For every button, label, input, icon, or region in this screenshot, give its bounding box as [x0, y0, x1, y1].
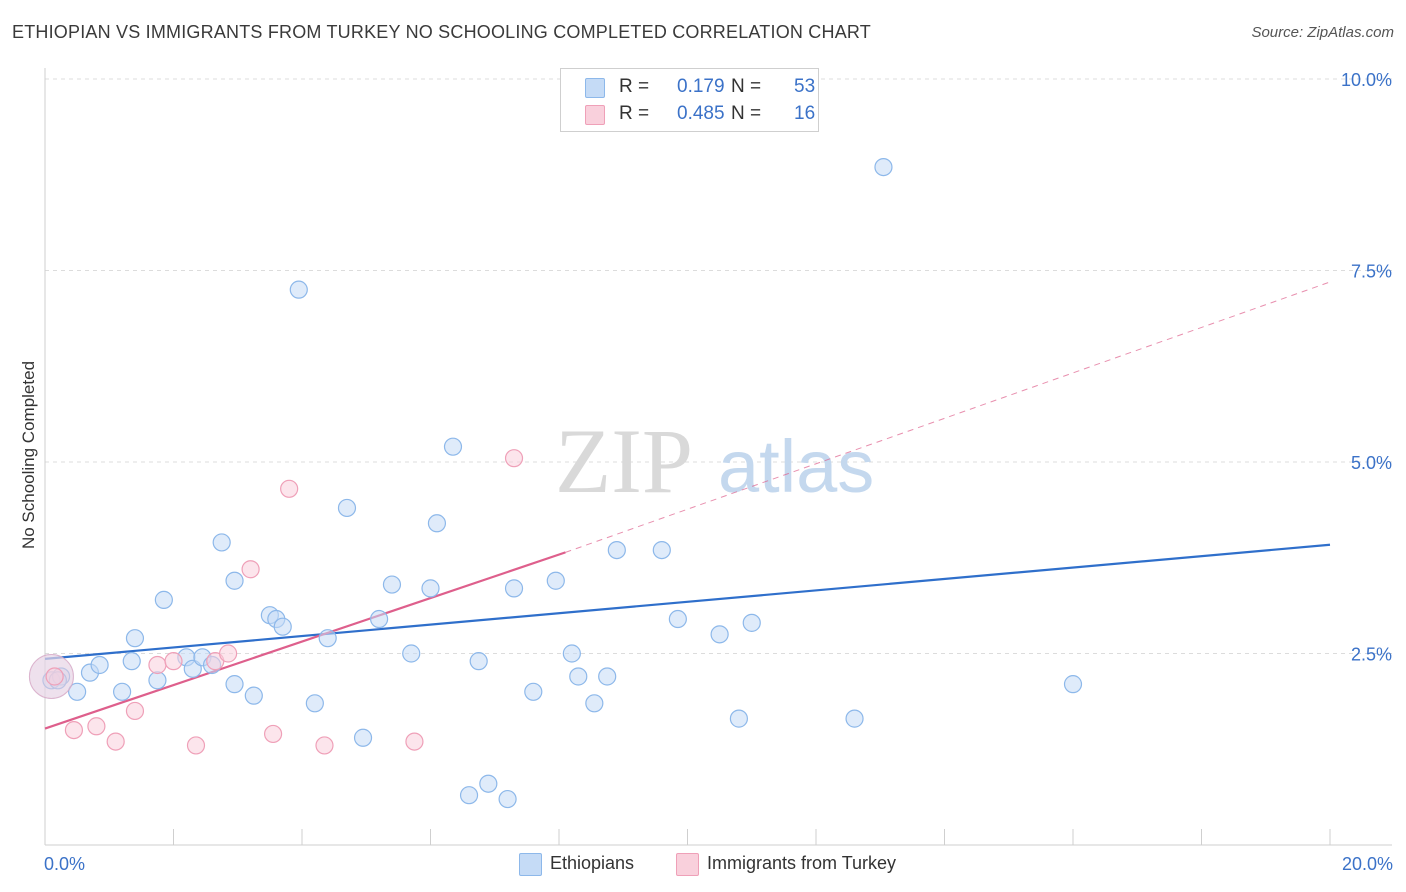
- chart-title: ETHIOPIAN VS IMMIGRANTS FROM TURKEY NO S…: [12, 22, 871, 42]
- data-point-ethiopians: [874, 157, 893, 177]
- legend-n-label: N =: [731, 76, 762, 97]
- y-tick-label: 5.0%: [1351, 453, 1392, 473]
- y-tick-label: 7.5%: [1351, 262, 1392, 282]
- data-point-ethiopians: [443, 437, 463, 456]
- legend-r-value: 0.179: [677, 76, 725, 97]
- stats-legend: R = 0.179 N = 53 R = 0.485 N = 16: [560, 68, 819, 132]
- legend-swatch-ethiopians: [519, 853, 542, 876]
- data-point-ethiopians: [845, 709, 864, 728]
- trend-lines: [44, 281, 1331, 730]
- legend-label-turkey: Immigrants from Turkey: [707, 853, 897, 873]
- data-point-ethiopians: [244, 686, 263, 705]
- data-point-ethiopians: [112, 682, 132, 701]
- data-point-ethiopians: [318, 629, 337, 648]
- data-point-turkey: [315, 736, 334, 755]
- watermark: ZIP atlas: [555, 410, 874, 512]
- x-tick-label: 0.0%: [44, 854, 85, 874]
- data-point-turkey: [241, 560, 260, 579]
- axes: [44, 68, 1392, 846]
- data-point-ethiopians: [546, 571, 565, 590]
- data-point-turkey: [64, 720, 84, 740]
- data-points: [28, 157, 1083, 809]
- legend-r-value: 0.485: [677, 103, 725, 124]
- data-point-ethiopians: [427, 514, 447, 533]
- watermark-zip: ZIP: [555, 410, 693, 512]
- trend-line-ethiopians: [44, 543, 1331, 660]
- data-point-ethiopians: [370, 609, 389, 629]
- data-point-ethiopians: [273, 617, 292, 636]
- data-point-ethiopians: [729, 709, 749, 728]
- data-point-ethiopians: [305, 694, 324, 713]
- data-point-ethiopians: [148, 671, 167, 690]
- data-point-ethiopians: [122, 652, 141, 671]
- data-point-ethiopians: [225, 571, 244, 590]
- y-tick-label: 2.5%: [1351, 645, 1392, 665]
- data-point-ethiopians: [598, 667, 617, 686]
- data-point-ethiopians: [562, 644, 581, 663]
- data-point-ethiopians: [585, 694, 604, 713]
- data-point-turkey: [148, 655, 167, 675]
- data-point-ethiopians: [125, 629, 145, 648]
- data-point-ethiopians: [504, 579, 524, 598]
- data-point-turkey: [219, 644, 238, 663]
- data-point-ethiopians: [337, 498, 357, 518]
- data-point-ethiopians: [498, 789, 517, 809]
- data-point-turkey: [405, 732, 424, 751]
- data-point-ethiopians: [353, 728, 373, 747]
- legend-swatch-turkey: [676, 853, 699, 876]
- legend-swatch-turkey: [585, 105, 605, 125]
- data-point-ethiopians: [1063, 675, 1083, 694]
- data-point-turkey: [87, 717, 106, 736]
- watermark-atlas: atlas: [718, 425, 874, 508]
- data-point-ethiopians: [652, 540, 671, 560]
- data-point-ethiopians: [402, 644, 421, 663]
- data-point-ethiopians: [479, 774, 498, 793]
- data-point-ethiopians: [154, 590, 173, 609]
- data-point-ethiopians: [469, 652, 488, 671]
- data-point-ethiopians: [668, 609, 687, 629]
- data-point-turkey: [125, 701, 145, 721]
- y-axis-label: No Schooling Completed: [19, 361, 38, 549]
- trend-line-turkey: [44, 551, 566, 730]
- legend-n-label: N =: [731, 103, 762, 124]
- data-point-turkey: [45, 667, 64, 686]
- data-point-turkey: [280, 479, 299, 498]
- data-point-ethiopians: [459, 786, 479, 805]
- data-point-ethiopians: [225, 675, 244, 694]
- data-point-turkey: [504, 449, 524, 468]
- legend-n-value: 16: [794, 103, 816, 124]
- data-point-ethiopians: [742, 613, 761, 632]
- data-point-ethiopians: [524, 682, 543, 701]
- data-point-ethiopians: [710, 625, 729, 644]
- tick-labels: 2.5% 5.0% 7.5% 10.0% 0.0% 20.0%: [44, 70, 1393, 874]
- legend-swatch-ethiopians: [585, 78, 605, 98]
- data-point-turkey: [263, 724, 283, 744]
- legend-r-label: R =: [619, 103, 650, 124]
- data-point-turkey: [164, 652, 183, 671]
- trend-line-turkey-extension: [565, 281, 1331, 553]
- data-point-ethiopians: [421, 579, 440, 598]
- data-point-ethiopians: [382, 575, 402, 594]
- data-point-turkey: [106, 732, 125, 751]
- data-point-ethiopians: [569, 667, 588, 686]
- y-tick-label: 10.0%: [1341, 70, 1392, 90]
- data-point-ethiopians: [68, 682, 87, 701]
- data-point-ethiopians: [212, 533, 231, 552]
- data-point-ethiopians: [607, 540, 626, 560]
- data-point-ethiopians: [90, 655, 109, 675]
- data-point-turkey: [186, 736, 206, 755]
- legend-label-ethiopians: Ethiopians: [550, 853, 635, 873]
- data-point-ethiopians: [289, 280, 308, 299]
- chart-source: Source: ZipAtlas.com: [1251, 24, 1394, 41]
- legend-r-label: R =: [619, 76, 650, 97]
- x-tick-label: 20.0%: [1342, 854, 1393, 874]
- legend-n-value: 53: [794, 76, 816, 97]
